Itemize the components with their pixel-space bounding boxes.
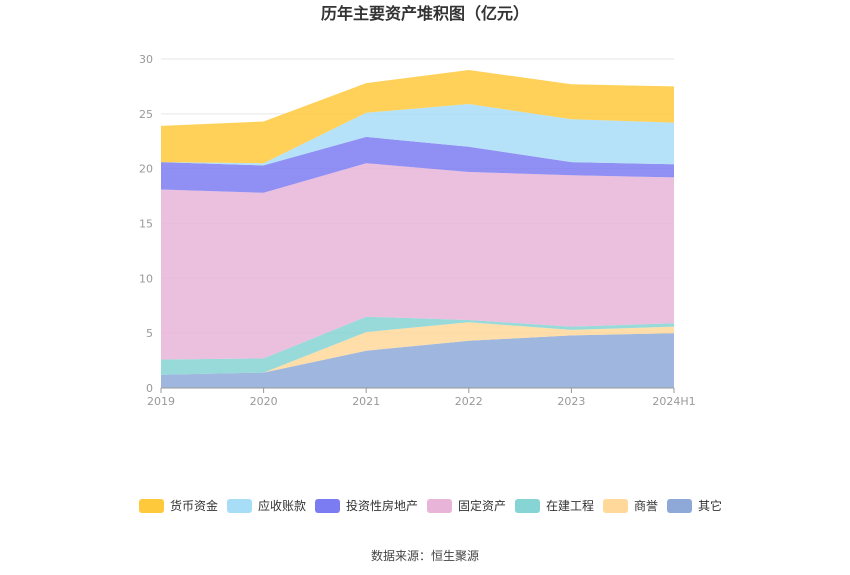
chart-title: 历年主要资产堆积图（亿元） [321, 4, 529, 23]
x-tick-label: 2023 [557, 395, 585, 408]
legend-swatch [603, 499, 628, 513]
x-tick-label: 2024H1 [652, 395, 695, 408]
legend-item-6[interactable]: 其它 [667, 498, 722, 513]
y-tick-label: 10 [139, 272, 153, 285]
x-tick-label: 2019 [147, 395, 175, 408]
area-6 [161, 333, 674, 388]
y-tick-label: 30 [139, 53, 153, 66]
legend-swatch [515, 499, 540, 513]
y-tick-label: 15 [139, 218, 153, 231]
legend-item-1[interactable]: 应收账款 [227, 498, 306, 513]
legend-label: 商誉 [634, 498, 658, 513]
x-tick-label: 2022 [455, 395, 483, 408]
legend-item-0[interactable]: 货币资金 [139, 498, 218, 513]
legend-swatch [667, 499, 692, 513]
legend-label: 投资性房地产 [346, 498, 418, 513]
area-2 [161, 136, 674, 193]
y-tick-label: 0 [146, 382, 153, 395]
legend-label: 在建工程 [546, 498, 594, 513]
legend-label: 应收账款 [258, 498, 306, 513]
area-1 [161, 104, 674, 166]
legend: 货币资金 应收账款 投资性房地产 固定资产 在建工程 商誉 其它 [139, 498, 722, 513]
axes: 0 5 10 15 20 25 30 2019 2020 2021 2022 2023 2024H1 [139, 53, 696, 408]
legend-item-5[interactable]: 商誉 [603, 498, 658, 513]
area-3 [161, 163, 674, 360]
legend-label: 固定资产 [458, 498, 506, 513]
legend-label: 其它 [698, 498, 722, 513]
legend-swatch [139, 499, 164, 513]
legend-swatch [427, 499, 452, 513]
legend-label: 货币资金 [170, 498, 218, 513]
area-5 [161, 322, 674, 375]
y-tick-label: 25 [139, 108, 153, 121]
data-source: 数据来源：恒生聚源 [371, 548, 479, 563]
x-tick-label: 2020 [250, 395, 278, 408]
y-tick-label: 5 [146, 327, 153, 340]
legend-item-3[interactable]: 固定资产 [427, 498, 506, 513]
area-series [161, 70, 674, 388]
x-tick-label: 2021 [352, 395, 380, 408]
y-tick-label: 20 [139, 163, 153, 176]
legend-item-4[interactable]: 在建工程 [515, 498, 594, 513]
legend-swatch [315, 499, 340, 513]
legend-item-2[interactable]: 投资性房地产 [315, 498, 418, 513]
area-0 [161, 70, 674, 164]
area-4 [161, 316, 674, 375]
legend-swatch [227, 499, 252, 513]
